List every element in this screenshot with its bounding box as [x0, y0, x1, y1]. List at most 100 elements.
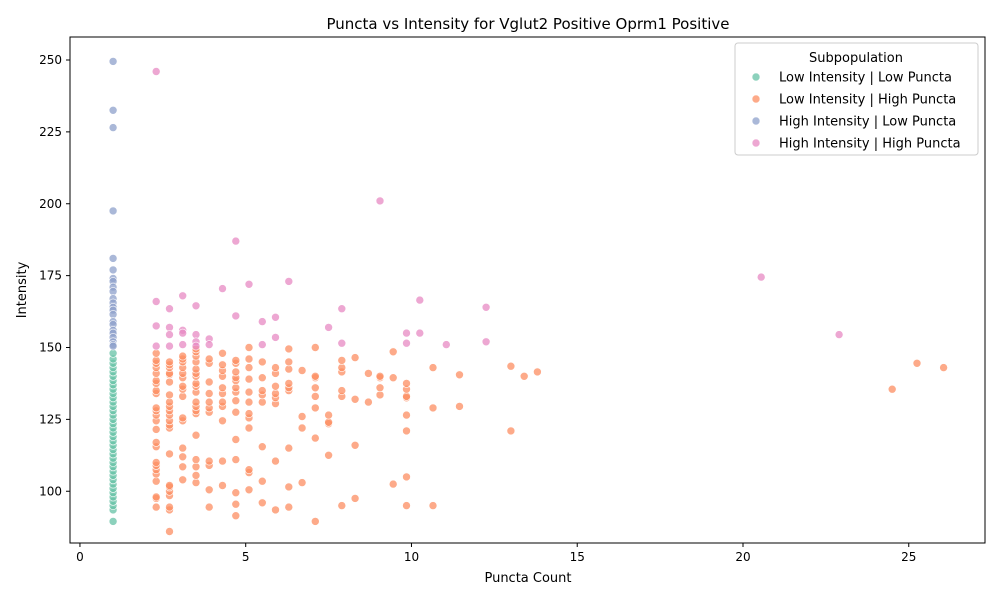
data-point	[218, 456, 227, 466]
y-axis: 100 125 150 175 200 225 250	[39, 53, 70, 498]
data-point	[244, 374, 254, 384]
data-point	[244, 409, 254, 418]
data-point	[204, 377, 214, 387]
data-point	[165, 502, 174, 512]
data-point	[402, 379, 411, 388]
data-point	[151, 502, 161, 512]
data-point	[257, 498, 267, 508]
data-point	[165, 449, 174, 459]
data-point	[244, 485, 254, 495]
data-point	[310, 517, 320, 526]
data-point	[257, 357, 267, 367]
data-point	[231, 383, 241, 393]
series-2	[151, 343, 948, 536]
data-point	[191, 430, 201, 440]
data-point	[218, 383, 227, 393]
data-point	[165, 341, 174, 351]
data-point	[244, 279, 254, 289]
data-point	[151, 438, 161, 447]
data-point	[402, 501, 411, 510]
series-1	[108, 348, 118, 526]
legend-marker	[751, 72, 761, 82]
y-tick-label: 125	[39, 412, 62, 426]
data-point	[506, 361, 516, 371]
data-point	[178, 340, 187, 349]
data-point	[375, 390, 385, 400]
data-point	[218, 284, 227, 293]
data-point	[388, 479, 398, 489]
x-tick-label: 20	[735, 550, 750, 564]
data-point	[151, 321, 161, 331]
data-point	[939, 363, 948, 372]
x-tick-label: 10	[404, 550, 419, 564]
data-point	[455, 370, 464, 380]
data-point	[218, 416, 227, 426]
data-point	[178, 413, 187, 423]
data-point	[191, 341, 201, 351]
data-point	[108, 348, 118, 358]
data-point	[271, 456, 280, 466]
x-tick-label: 15	[570, 550, 585, 564]
data-point	[204, 502, 214, 512]
data-point	[204, 389, 214, 398]
data-point	[165, 377, 174, 387]
data-point	[337, 338, 347, 348]
data-point	[350, 394, 360, 404]
data-point	[402, 472, 411, 482]
data-point	[519, 371, 529, 381]
data-point	[108, 206, 118, 216]
data-point	[284, 277, 294, 286]
data-point	[178, 443, 187, 453]
data-point	[204, 456, 214, 466]
data-point	[388, 373, 398, 383]
y-tick-label: 250	[39, 53, 62, 67]
data-point	[218, 397, 227, 407]
legend-items: Low Intensity | Low Puncta Low Intensity …	[751, 71, 961, 152]
legend-label: High Intensity | Low Puncta	[779, 115, 956, 130]
data-point	[297, 423, 307, 433]
data-point	[350, 440, 360, 450]
x-axis: 0 5 10 15 20 25	[76, 543, 916, 564]
data-point	[151, 492, 161, 502]
legend-marker	[751, 94, 761, 104]
data-point	[350, 494, 360, 503]
data-point	[244, 363, 254, 372]
data-point	[151, 403, 161, 413]
data-point	[428, 403, 438, 413]
data-point	[506, 426, 516, 436]
data-point	[834, 330, 844, 339]
data-point	[257, 340, 267, 349]
data-point	[271, 381, 280, 391]
data-point	[151, 67, 161, 76]
data-point	[284, 379, 294, 388]
data-point	[310, 343, 320, 352]
data-point	[165, 527, 174, 536]
data-point	[428, 363, 438, 372]
data-point	[324, 450, 333, 460]
data-point	[108, 310, 118, 319]
legend-frame	[734, 42, 979, 156]
legend-title: Subpopulation	[809, 51, 903, 66]
data-point	[428, 501, 438, 510]
data-point	[244, 387, 254, 397]
data-point	[204, 354, 214, 364]
data-point	[108, 57, 118, 66]
data-point	[191, 471, 201, 480]
data-point	[481, 337, 491, 347]
data-point	[218, 348, 227, 358]
data-point	[284, 357, 294, 367]
data-point	[297, 366, 307, 375]
legend-label: Low Intensity | High Puncta	[779, 93, 956, 108]
data-point	[178, 392, 187, 401]
data-point	[310, 403, 320, 413]
data-point	[756, 272, 766, 282]
y-tick-label: 200	[39, 197, 62, 211]
data-point	[151, 356, 161, 365]
data-point	[402, 426, 411, 436]
data-point	[310, 433, 320, 443]
data-point	[151, 476, 161, 486]
data-point	[165, 357, 174, 367]
legend-marker	[751, 116, 761, 126]
data-point	[165, 304, 174, 314]
data-point	[151, 458, 161, 467]
